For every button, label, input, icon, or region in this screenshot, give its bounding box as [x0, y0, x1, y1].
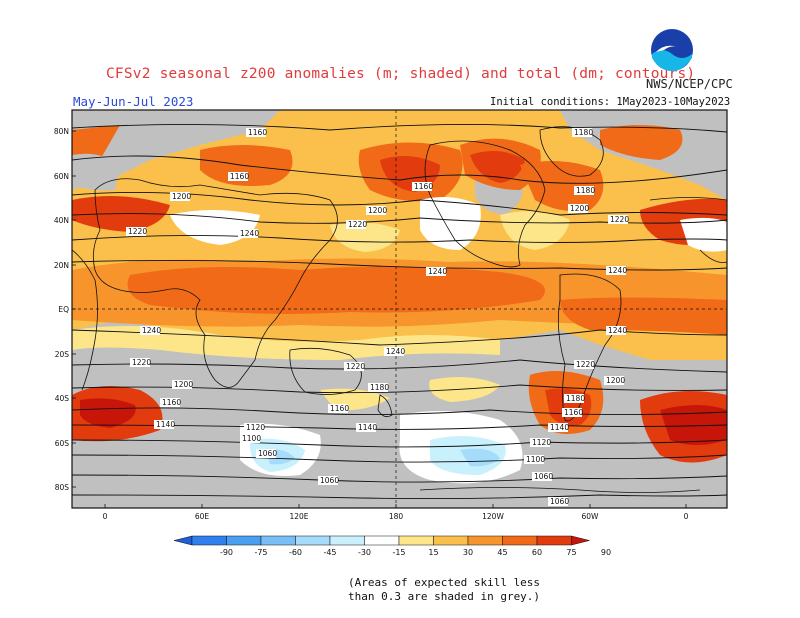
contour-label: 1160 — [162, 398, 181, 407]
lon-label: 120W — [482, 512, 504, 521]
skill-note-line: than 0.3 are shaded in grey.) — [348, 590, 541, 603]
lon-label: 0 — [103, 512, 108, 521]
lat-label: 40S — [55, 394, 70, 403]
colorbar-box — [536, 535, 572, 546]
contour-label: 1160 — [248, 128, 267, 137]
contour-label: 1200 — [174, 380, 193, 389]
colorbar-box — [191, 535, 227, 546]
forecast-period: May-Jun-Jul 2023 — [73, 94, 194, 109]
lat-label: 80S — [55, 483, 70, 492]
contour-labels: 1160 1160 1160 1180 1180 1200 1200 1200 … — [126, 128, 629, 506]
lon-label: 180 — [389, 512, 404, 521]
colorbar — [173, 535, 590, 546]
colorbar-box — [329, 535, 365, 546]
colorbar-tick-label: 30 — [463, 548, 473, 557]
contour-label: 1180 — [370, 383, 389, 392]
contour-label: 1240 — [608, 326, 627, 335]
contour-label: 1060 — [320, 476, 339, 485]
colorbar-tick-label: -75 — [254, 548, 267, 557]
contour-label: 1180 — [576, 186, 595, 195]
colorbar-arrow-right — [571, 535, 590, 546]
colorbar-tick-label: -90 — [220, 548, 233, 557]
contour-label: 1220 — [348, 220, 367, 229]
colorbar-box — [364, 535, 400, 546]
lat-label: 20N — [54, 261, 69, 270]
contour-label: 1160 — [564, 408, 583, 417]
colorbar-tick-label: 75 — [566, 548, 576, 557]
skill-note-line: (Areas of expected skill less — [348, 576, 541, 589]
colorbar-tick-label: 90 — [601, 548, 611, 557]
lat-label: 40N — [54, 216, 69, 225]
colorbar-tick-label: -60 — [289, 548, 302, 557]
lon-label: 120E — [289, 512, 308, 521]
contour-label: 1240 — [608, 266, 627, 275]
longitude-labels: 0 60E 120E 180 120W 60W 0 — [103, 512, 689, 521]
lat-label: 20S — [55, 350, 70, 359]
contour-label: 1140 — [358, 423, 377, 432]
contour-label: 1180 — [566, 394, 585, 403]
colorbar-box — [502, 535, 538, 546]
noaa-logo — [651, 29, 693, 72]
colorbar-arrow-left — [173, 535, 193, 546]
contour-label: 1120 — [246, 423, 265, 432]
contour-label: 1220 — [576, 360, 595, 369]
lat-label: 60N — [54, 172, 69, 181]
skill-note: (Areas of expected skill less than 0.3 a… — [348, 576, 540, 604]
colorbar-tick-labels: -90 -75 -60 -45 -30 -15 15 30 45 60 75 90 — [220, 548, 611, 557]
contour-label: 1180 — [574, 128, 593, 137]
coastlines — [72, 126, 727, 493]
chart-title: CFSv2 seasonal z200 anomalies (m; shaded… — [106, 66, 696, 82]
contour-label: 1100 — [242, 434, 261, 443]
latitude-ticks — [72, 130, 76, 488]
lon-label: 60W — [582, 512, 600, 521]
contour-label: 1140 — [550, 423, 569, 432]
contour-label: 1200 — [172, 192, 191, 201]
colorbar-box — [226, 535, 262, 546]
contour-label: 1240 — [240, 229, 259, 238]
colorbar-tick-label: 60 — [532, 548, 542, 557]
contour-label: 1160 — [414, 182, 433, 191]
contour-label: 1240 — [386, 347, 405, 356]
colorbar-tick-label: -30 — [358, 548, 371, 557]
colorbar-box — [260, 535, 296, 546]
northern-anomaly-features — [72, 125, 727, 252]
contour-label: 1220 — [610, 215, 629, 224]
colorbar-box — [398, 535, 434, 546]
contour-label: 1060 — [534, 472, 553, 481]
lat-label: 60S — [55, 439, 70, 448]
colorbar-tick-label: -15 — [392, 548, 405, 557]
contour-label: 1220 — [132, 358, 151, 367]
longitude-ticks — [104, 504, 687, 508]
colorbar-tick-label: -45 — [323, 548, 336, 557]
contour-label: 1060 — [258, 449, 277, 458]
contour-label: 1220 — [346, 362, 365, 371]
agency-label: NWS/NCEP/CPC — [646, 77, 733, 91]
latitude-labels: 80N 60N 40N 20N EQ 20S 40S 60S 80S — [54, 127, 69, 492]
contour-label: 1160 — [230, 172, 249, 181]
contour-label: 1200 — [570, 204, 589, 213]
contour-label: 1060 — [550, 497, 569, 506]
initial-conditions: Initial conditions: 1May2023-10May2023 — [490, 96, 731, 108]
colorbar-tick-label: 15 — [428, 548, 438, 557]
contour-label: 1200 — [368, 206, 387, 215]
colorbar-box — [433, 535, 469, 546]
contour-label: 1200 — [606, 376, 625, 385]
contour-label: 1160 — [330, 404, 349, 413]
colorbar-tick-label: 45 — [497, 548, 507, 557]
colorbar-box — [295, 535, 331, 546]
contour-label: 1240 — [428, 267, 447, 276]
contour-label: 1100 — [526, 455, 545, 464]
lat-label: 80N — [54, 127, 69, 136]
contour-label: 1140 — [156, 420, 175, 429]
lon-label: 0 — [684, 512, 689, 521]
contour-label: 1120 — [532, 438, 551, 447]
lat-label: EQ — [58, 305, 69, 314]
contour-label: 1240 — [142, 326, 161, 335]
lon-label: 60E — [195, 512, 210, 521]
contour-label: 1220 — [128, 227, 147, 236]
colorbar-box — [467, 535, 503, 546]
